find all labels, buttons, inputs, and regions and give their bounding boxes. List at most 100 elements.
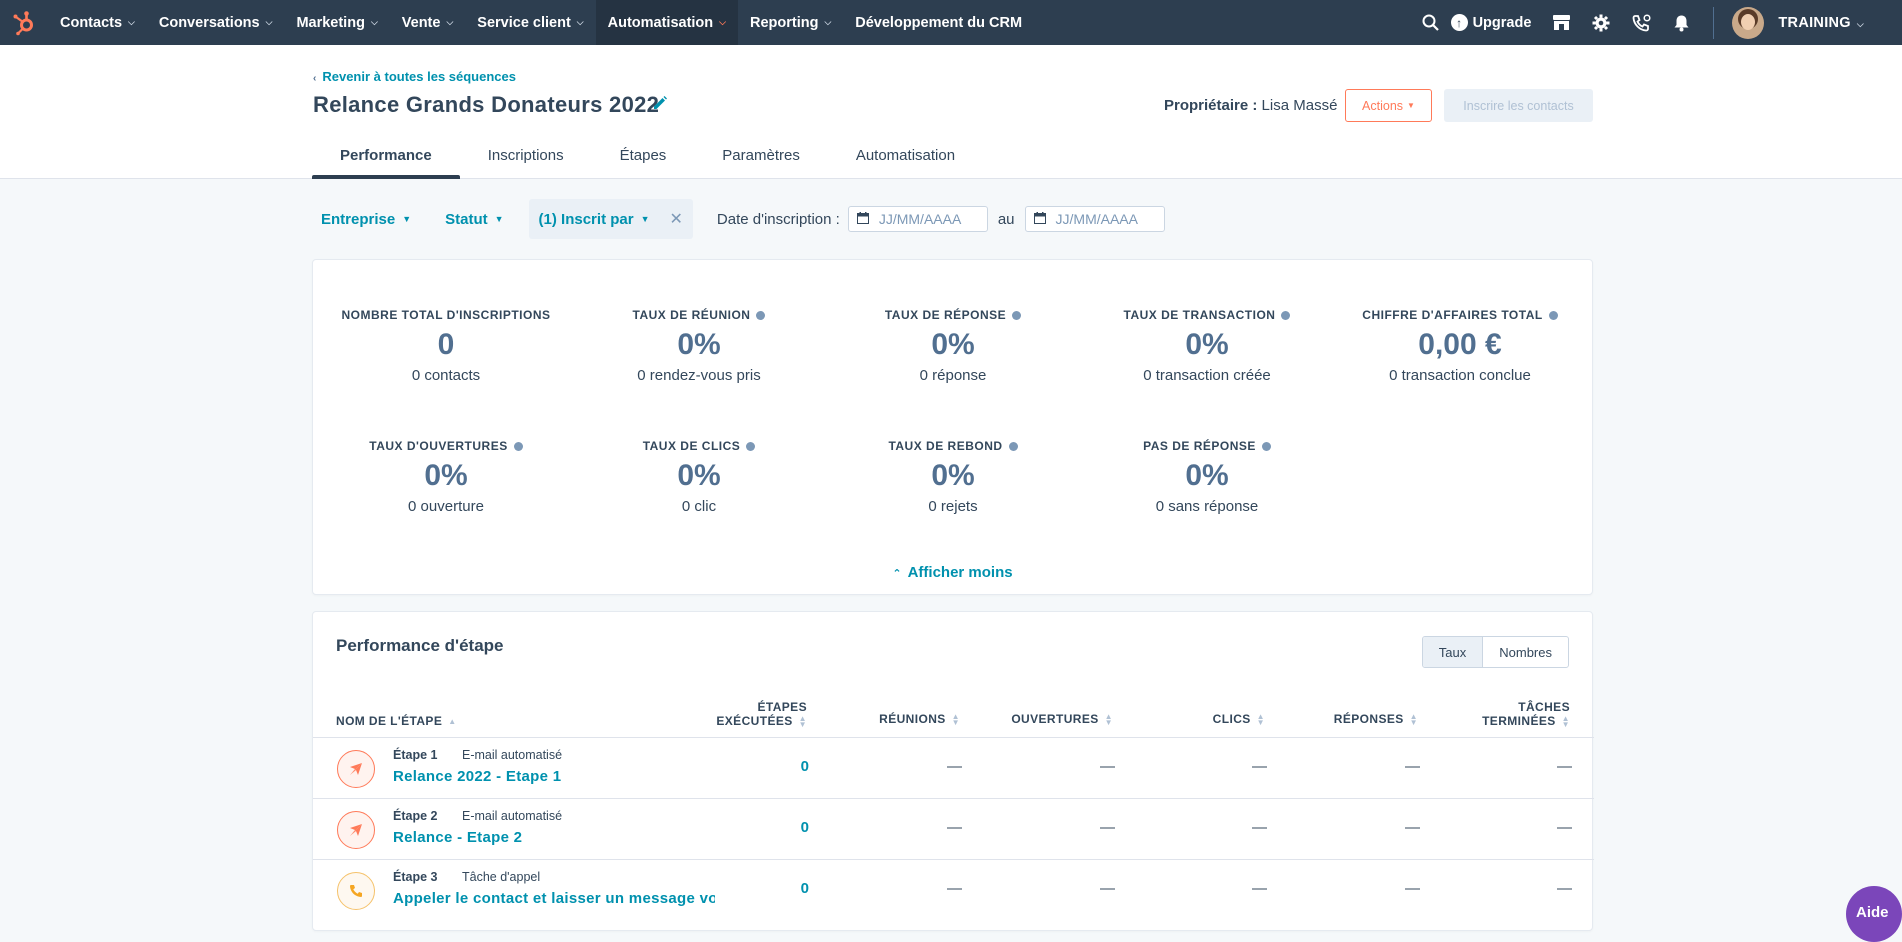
info-icon[interactable]	[1548, 310, 1558, 320]
caret-down-icon: ▼	[494, 214, 504, 224]
sort-icon: ▲ ▼	[951, 711, 960, 727]
info-icon[interactable]	[756, 310, 766, 320]
tab-etapes[interactable]: Étapes	[619, 147, 667, 164]
toggle-counts[interactable]: Nombres	[1499, 644, 1552, 660]
tab-bar: Performance Inscriptions Étapes Paramètr…	[312, 132, 983, 179]
date-from-placeholder: JJ/MM/AAAA	[878, 211, 962, 227]
sort-icon: ▲ ▼	[798, 713, 807, 729]
cell-tasks: —	[1557, 819, 1572, 836]
step-number: Étape 1	[393, 748, 438, 762]
info-icon[interactable]	[1261, 441, 1271, 451]
upgrade-button[interactable]: ↑ Upgrade	[1450, 14, 1532, 31]
nav-automatisation[interactable]: Automatisation ⌵	[595, 0, 738, 45]
back-link[interactable]: ‹ Revenir à toutes les séquences	[313, 69, 516, 84]
step-name-link[interactable]: Relance 2022 - Etape 1	[393, 768, 562, 785]
send-icon	[337, 750, 375, 788]
step-number: Étape 3	[393, 870, 438, 884]
gear-icon[interactable]	[1581, 0, 1621, 45]
date-to-input[interactable]: JJ/MM/AAAA	[1024, 206, 1165, 232]
nav-developpement-crm[interactable]: Développement du CRM	[843, 0, 1034, 45]
info-icon[interactable]	[513, 441, 523, 451]
stat-deal-rate: Taux de transaction 0% 0 transaction cré…	[1087, 308, 1327, 384]
stat-label-text: Taux de clics	[642, 439, 741, 453]
step-performance-card: Performance d'étape Taux Nombres Nom de …	[312, 611, 1594, 931]
owner-info: Propriétaire : Lisa Massé	[1164, 97, 1337, 114]
cell-executed[interactable]: 0	[800, 819, 809, 836]
help-button[interactable]: Aide	[1846, 886, 1902, 942]
calling-icon[interactable]	[1621, 0, 1661, 45]
tab-performance[interactable]: Performance	[312, 132, 460, 179]
column-header-meetings[interactable]: Réunions ▲ ▼	[879, 712, 960, 726]
upgrade-label: Upgrade	[1472, 14, 1532, 31]
date-from-input[interactable]: JJ/MM/AAAA	[847, 206, 988, 232]
step-type: E-mail automatisé	[462, 748, 563, 762]
cell-opens: —	[1100, 880, 1115, 897]
column-header-label: Tâches terminées	[1482, 700, 1570, 728]
column-header-replies[interactable]: Réponses ▲ ▼	[1334, 712, 1418, 726]
stat-meeting-rate: Taux de réunion 0% 0 rendez-vous pris	[579, 308, 819, 384]
nav-conversations-label: Conversations	[158, 14, 260, 31]
stat-label-text: Taux de transaction	[1123, 308, 1276, 322]
nav-contacts[interactable]: Contacts ⌵	[48, 0, 147, 45]
cell-executed[interactable]: 0	[800, 880, 809, 897]
cell-tasks: —	[1557, 880, 1572, 897]
cell-meetings: —	[947, 758, 962, 775]
page-title: Relance Grands Donateurs 2022	[313, 92, 660, 117]
stat-value: 0%	[424, 459, 468, 492]
avatar[interactable]	[1732, 6, 1765, 39]
hubspot-logo-icon[interactable]	[0, 0, 48, 45]
info-icon[interactable]	[1012, 310, 1022, 320]
stat-label: Nombre total d'inscriptions	[326, 308, 566, 322]
stat-sub: 0 rendez-vous pris	[637, 367, 761, 384]
tab-automatisation[interactable]: Automatisation	[855, 147, 956, 164]
nav-vente[interactable]: Vente ⌵	[390, 0, 466, 45]
column-header-tasks[interactable]: Tâches terminées ▲ ▼	[1470, 700, 1570, 728]
column-header-clicks[interactable]: Clics ▲ ▼	[1213, 712, 1265, 726]
show-less-button[interactable]: ⌃ Afficher moins	[313, 564, 1592, 581]
nav-developpement-crm-label: Développement du CRM	[855, 14, 1023, 31]
column-header-step-name[interactable]: Nom de l'étape ▲	[336, 714, 457, 728]
nav-automatisation-label: Automatisation	[607, 14, 714, 31]
actions-button[interactable]: Actions ▼	[1345, 89, 1432, 122]
chevron-left-icon: ‹	[313, 73, 317, 84]
marketplace-icon[interactable]	[1541, 0, 1581, 45]
nav-conversations[interactable]: Conversations ⌵	[147, 0, 285, 45]
column-header-opens[interactable]: Ouvertures ▲ ▼	[1011, 712, 1113, 726]
caret-down-icon: ▼	[402, 214, 412, 224]
chevron-down-icon: ⌵	[1856, 18, 1864, 29]
company-filter[interactable]: Entreprise ▼	[312, 199, 420, 239]
toggle-rates[interactable]: Taux	[1422, 637, 1484, 667]
search-icon[interactable]	[1411, 0, 1451, 45]
info-icon[interactable]	[1281, 310, 1291, 320]
info-icon[interactable]	[1008, 441, 1018, 451]
phone-icon	[337, 872, 375, 910]
pencil-icon[interactable]	[652, 95, 668, 116]
chevron-down-icon: ⌵	[370, 17, 378, 27]
nav-marketing[interactable]: Marketing ⌵	[284, 0, 389, 45]
stat-sub: 0 transaction conclue	[1389, 367, 1531, 384]
column-header-executed[interactable]: Étapes exécutées ▲ ▼	[697, 700, 807, 728]
column-header-label: Réunions	[879, 712, 946, 726]
stat-value: 0%	[1185, 459, 1229, 492]
account-menu[interactable]: TRAINING ⌵	[1778, 15, 1864, 31]
cell-executed[interactable]: 0	[800, 758, 809, 775]
stat-total-revenue: Chiffre d'affaires total 0,00 € 0 transa…	[1340, 308, 1580, 384]
stat-sub: 0 sans réponse	[1155, 498, 1259, 515]
enrolled-by-filter[interactable]: (1) Inscrit par ▼ ✕	[528, 199, 693, 239]
column-header-label: Nom de l'étape	[336, 714, 443, 728]
step-name-link[interactable]: Relance - Etape 2	[393, 829, 523, 846]
calendar-icon	[1033, 211, 1046, 227]
tab-parametres[interactable]: Paramètres	[722, 147, 800, 164]
nav-right-group: ↑ Upgrade TRAINING ⌵	[1411, 0, 1902, 45]
top-navigation: Contacts ⌵ Conversations ⌵ Marketing ⌵ Vent…	[0, 0, 1902, 45]
actions-label: Actions	[1362, 98, 1404, 113]
info-icon[interactable]	[746, 441, 756, 451]
nav-reporting[interactable]: Reporting ⌵	[738, 0, 843, 45]
enroll-contacts-button[interactable]: Inscrire les contacts	[1444, 89, 1593, 122]
nav-service-client[interactable]: Service client ⌵	[465, 0, 595, 45]
status-filter[interactable]: Statut ▼	[436, 199, 512, 239]
tab-inscriptions[interactable]: Inscriptions	[487, 147, 564, 164]
bell-icon[interactable]	[1661, 0, 1701, 45]
close-icon[interactable]: ✕	[669, 211, 683, 228]
step-name-link[interactable]: Appeler le contact et laisser un message…	[393, 890, 715, 907]
